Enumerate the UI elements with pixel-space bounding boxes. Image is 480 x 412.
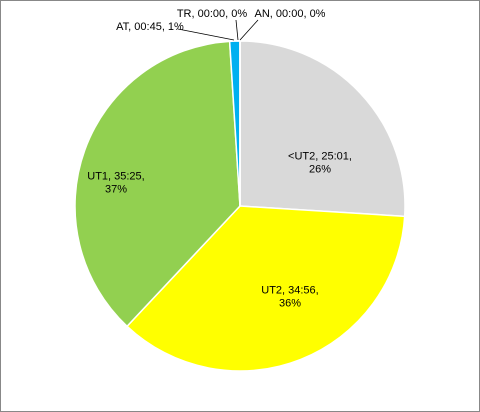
leader-line — [235, 19, 239, 41]
data-label: UT1, 35:25, 37% — [87, 170, 144, 195]
leader-line — [239, 19, 259, 41]
leader-line — [177, 28, 235, 41]
data-label: <UT2, 25:01, 26% — [288, 150, 352, 175]
pie-slice — [125, 205, 406, 372]
data-label: AT, 00:45, 1% — [116, 21, 184, 33]
data-label-line: 37% — [105, 184, 127, 196]
pie-slice — [239, 40, 406, 218]
data-label: UT2, 34:56, 36% — [261, 284, 318, 309]
data-label-line: 36% — [279, 298, 301, 310]
data-label-line: UT1, 35:25, — [87, 170, 144, 182]
data-label: TR, 00:00, 0% — [177, 8, 248, 20]
pie-slice — [74, 40, 241, 328]
data-label-line: 26% — [309, 164, 331, 176]
data-label-line: <UT2, 25:01, — [288, 150, 352, 162]
data-label-line: UT2, 34:56, — [261, 284, 318, 296]
data-label: AN, 00:00, 0% — [255, 8, 326, 20]
